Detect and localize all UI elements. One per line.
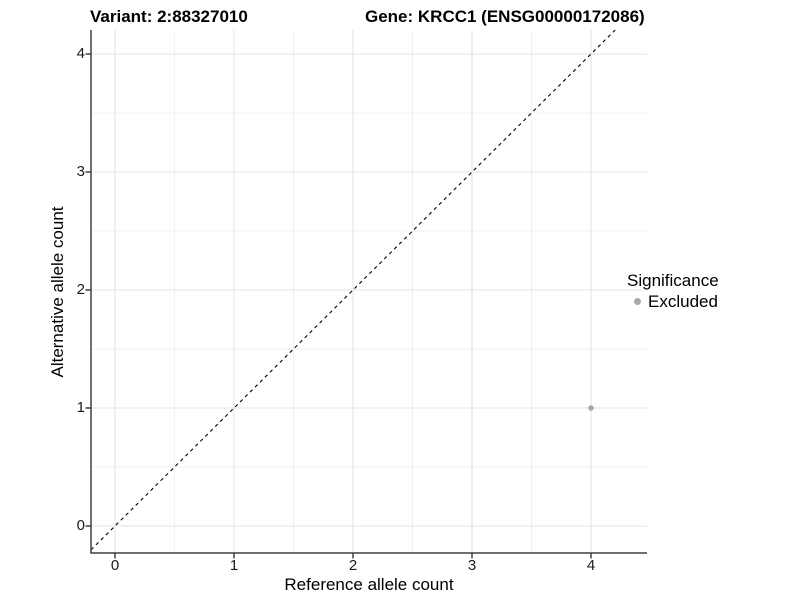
y-tick-label: 2 [76, 281, 85, 298]
legend-item-label: Excluded [648, 292, 718, 311]
x-tick-label: 2 [348, 557, 358, 574]
legend: Significance Excluded [627, 271, 719, 311]
y-tick-label: 0 [76, 517, 85, 534]
x-tick-label: 0 [110, 557, 120, 574]
x-tick-label: 3 [467, 557, 477, 574]
y-tick-label: 1 [76, 399, 85, 416]
plot-panel [85, 29, 647, 559]
x-tick-label: 4 [586, 557, 596, 574]
variant-title: Variant: 2:88327010 [90, 7, 248, 26]
y-tick-label: 3 [76, 163, 85, 180]
gene-title: Gene: KRCC1 (ENSG00000172086) [365, 7, 645, 26]
data-point-excluded [588, 405, 594, 411]
legend-item-excluded: Excluded [627, 292, 719, 311]
y-axis-title: Alternative allele count [48, 206, 67, 378]
x-axis-title: Reference allele count [284, 575, 454, 594]
legend-title: Significance [627, 271, 719, 290]
y-tick-label: 4 [76, 45, 85, 62]
legend-point-icon [634, 298, 641, 305]
x-tick-label: 1 [229, 557, 239, 574]
